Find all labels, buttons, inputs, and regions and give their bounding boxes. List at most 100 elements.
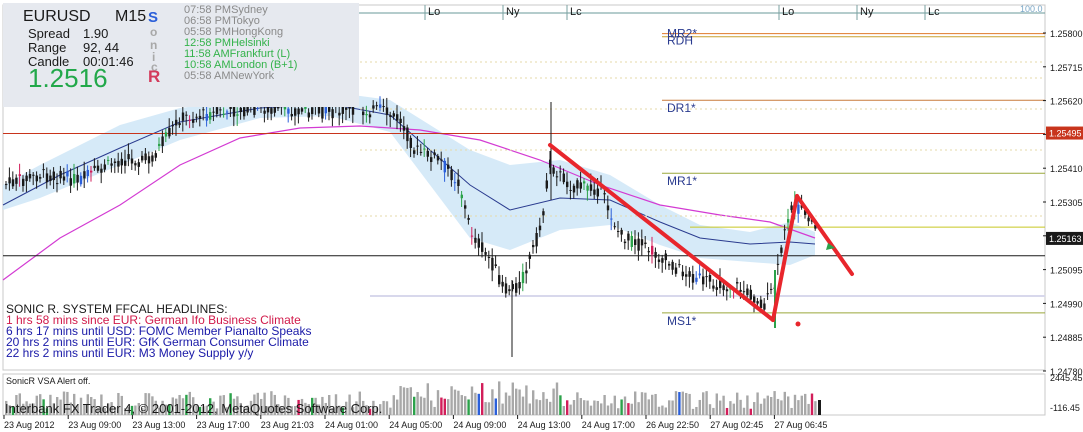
candle-body: [511, 284, 514, 290]
vsa-bar: [314, 397, 317, 415]
candle-body: [780, 247, 783, 253]
vsa-bar: [674, 391, 678, 415]
session-time: 05:58 AM: [184, 70, 231, 82]
candle-body: [470, 235, 474, 237]
vsa-bar: [86, 394, 89, 415]
vsa-bar: [243, 406, 246, 415]
vsa-bar: [491, 389, 494, 415]
candle-body: [15, 177, 18, 184]
candle-body: [345, 107, 348, 110]
candle-body: [246, 102, 249, 113]
candle-body: [576, 180, 579, 189]
vsa-bar: [144, 393, 147, 415]
vsa-bar: [171, 397, 174, 415]
candle-body: [467, 217, 470, 220]
candle-body: [776, 263, 780, 265]
vsa-bar: [617, 408, 620, 415]
candle-body: [715, 287, 718, 290]
candle-body: [532, 244, 535, 248]
vsa-bar: [5, 400, 8, 415]
headline-list: 1 hrs 58 mins since EUR: German Ifo Busi…: [6, 314, 311, 359]
vsa-bar: [583, 400, 586, 415]
vsa-bar: [134, 405, 137, 415]
vsa-bar: [42, 399, 45, 415]
candle-body: [127, 154, 130, 160]
pivot-label: MS1*: [667, 314, 697, 328]
vsa-bar: [515, 388, 518, 415]
price-tag-current-label: 1.25163: [1049, 234, 1082, 244]
vsa-bar: [372, 400, 375, 415]
candle-body: [134, 163, 137, 166]
vsa-bar: [90, 397, 93, 415]
candle-body: [297, 108, 300, 115]
candle-body: [338, 112, 341, 116]
vsa-bar: [120, 395, 123, 415]
candle-body: [766, 293, 769, 295]
candle-body: [368, 114, 372, 118]
vsa-bar: [651, 394, 654, 415]
candle-body: [518, 282, 521, 289]
price-tag-red: [1046, 126, 1083, 140]
vsa-bar: [719, 400, 722, 415]
candle-body: [294, 108, 297, 116]
vsa-bar: [634, 391, 637, 415]
candle-body: [491, 257, 494, 271]
vsa-bar: [535, 399, 538, 415]
vsa-bar: [338, 405, 341, 415]
candle-body: [222, 113, 225, 115]
candle-body: [209, 112, 212, 120]
vsa-bar: [307, 404, 310, 415]
candle-body: [753, 296, 756, 303]
candle-body: [151, 155, 154, 162]
vsa-bar: [263, 392, 266, 415]
vsa-bar: [647, 399, 650, 415]
candle-body: [749, 289, 752, 300]
logo-letter: S: [148, 9, 159, 26]
candle-body: [215, 107, 219, 114]
candle-body: [804, 210, 807, 215]
candle-body: [324, 106, 327, 114]
vsa-bar: [168, 404, 171, 415]
vsa-bar: [678, 392, 681, 415]
time-axis-label: 24 Aug 01:00: [325, 420, 378, 430]
vsa-bar: [705, 391, 708, 415]
price-tag-current: [1046, 231, 1083, 245]
vsa-bar: [358, 391, 361, 415]
vsa-bar: [348, 394, 351, 415]
candle-body: [596, 188, 599, 197]
candle-body: [232, 106, 236, 117]
candle-body: [365, 114, 368, 116]
candle-body: [161, 136, 164, 147]
session-marker-label: Lo: [428, 6, 440, 18]
vsa-bar: [787, 396, 790, 415]
candle-body: [712, 285, 715, 289]
candle-body: [678, 264, 681, 266]
candle-body: [702, 276, 705, 285]
candle-body: [69, 178, 72, 186]
vsa-bar: [671, 400, 674, 415]
candle-body: [528, 254, 531, 259]
candle-body: [287, 108, 290, 114]
candle-body: [637, 238, 640, 251]
vsa-bar: [355, 401, 358, 415]
candle-body: [100, 168, 103, 173]
candle-body: [603, 193, 606, 195]
ema-line: [2, 125, 816, 281]
vsa-bar: [117, 392, 120, 415]
vsa-bar: [780, 400, 783, 415]
session-city: HongKong: [231, 26, 284, 38]
vsa-bar: [790, 407, 793, 415]
vsa-bar: [137, 402, 140, 415]
vsa-bar: [198, 406, 202, 415]
candle-body: [52, 171, 55, 181]
candle-body: [559, 171, 562, 173]
vsa-bar: [8, 405, 11, 415]
vsa-bar: [107, 403, 110, 415]
candle-body: [362, 111, 365, 116]
session-clock-row: 05:58 AMNewYork: [184, 70, 274, 82]
candle-body: [270, 108, 273, 114]
vsa-bar: [365, 405, 368, 415]
vsa-bar: [470, 386, 474, 415]
candle-body: [154, 153, 157, 158]
